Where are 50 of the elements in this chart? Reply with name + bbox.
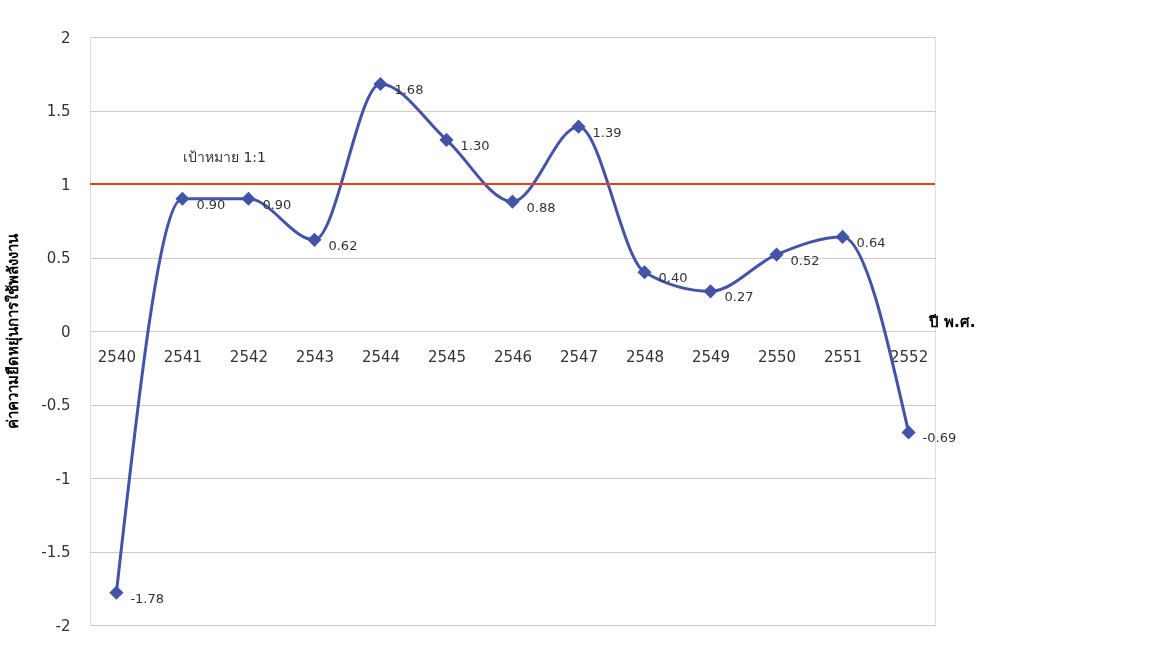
text: -0.69 xyxy=(922,430,957,446)
x-tick-label: 2549 xyxy=(691,347,731,366)
x-axis-title: ปี พ.ศ. xyxy=(927,312,976,331)
x-tick-label: 2547 xyxy=(559,347,599,366)
text: 1.68 xyxy=(394,82,424,98)
y-tick-label: 1.5 xyxy=(46,102,71,120)
point xyxy=(373,76,388,92)
point xyxy=(901,425,916,440)
text: 1.30 xyxy=(460,137,490,153)
point xyxy=(175,191,190,206)
point xyxy=(307,232,322,247)
x-tick-label: 2544 xyxy=(361,347,401,366)
x-tick-label: 2545 xyxy=(427,347,467,366)
text: -1.78 xyxy=(130,590,165,606)
text: 0.88 xyxy=(526,199,556,215)
y-tick-label: 2 xyxy=(60,28,71,47)
y-tick-label: -1.5 xyxy=(41,543,71,561)
point xyxy=(241,191,256,206)
y-axis-title: ค่าความยืดหยุ่นการใช้พลังงาน xyxy=(4,233,24,429)
y-tick-label: 0.5 xyxy=(46,249,71,267)
point xyxy=(703,284,718,299)
x-tick-label: 2543 xyxy=(295,347,335,366)
point xyxy=(505,194,520,209)
y-tick-label: -2 xyxy=(55,616,71,635)
ref-line-label: เป้าหมาย 1:1 xyxy=(182,149,266,165)
text: 0.27 xyxy=(724,289,754,305)
y-tick-label: -0.5 xyxy=(41,396,71,414)
text: 0.90 xyxy=(196,196,226,212)
text: 0.64 xyxy=(856,234,886,250)
text: 0.40 xyxy=(658,270,688,286)
point xyxy=(769,247,784,262)
text: 0.90 xyxy=(262,196,292,212)
x-tick-label: 2541 xyxy=(163,347,203,366)
text: 0.62 xyxy=(328,237,358,253)
x-tick-label: 2551 xyxy=(823,347,863,366)
y-tick-label: 0 xyxy=(60,322,71,341)
point xyxy=(571,119,586,134)
point xyxy=(637,265,652,280)
text: 1.39 xyxy=(592,124,622,140)
y-tick-label: -1 xyxy=(55,469,71,488)
x-tick-label: 2548 xyxy=(625,347,665,366)
point xyxy=(439,132,454,147)
x-tick-label: 2550 xyxy=(757,347,797,366)
y-tick-label: 1 xyxy=(60,175,71,194)
x-tick-label: 2546 xyxy=(493,347,533,366)
x-tick-label: 2542 xyxy=(229,347,269,366)
point xyxy=(835,229,850,244)
text: 0.52 xyxy=(790,252,820,268)
point xyxy=(109,585,124,600)
x-tick-label: 2540 xyxy=(97,347,136,366)
